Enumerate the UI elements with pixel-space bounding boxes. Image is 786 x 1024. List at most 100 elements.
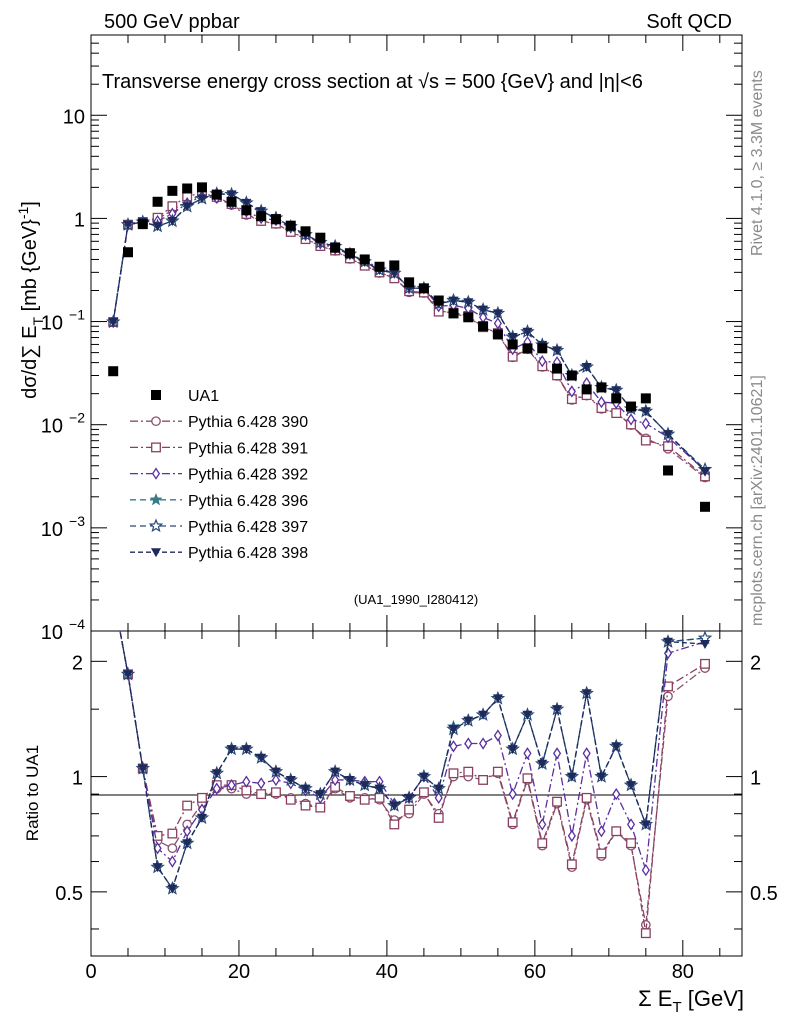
series-point xyxy=(552,346,563,356)
legend-label: Pythia 6.428 398 xyxy=(188,545,308,562)
ratio-point xyxy=(582,747,591,760)
data-point xyxy=(537,343,548,354)
ratio-point xyxy=(552,705,563,715)
legend-marker xyxy=(149,492,163,506)
ratio-point xyxy=(626,818,636,831)
ratio-point xyxy=(433,784,444,794)
series-point xyxy=(196,194,207,204)
ratio-point xyxy=(330,767,341,777)
ratio-point xyxy=(285,775,296,785)
ratio-tick-label: 2 xyxy=(72,652,83,674)
ratio-point xyxy=(493,729,502,742)
ratio-point xyxy=(478,775,489,785)
series-point xyxy=(611,408,622,419)
y-tick-label: 1 xyxy=(74,209,85,231)
ratio-point xyxy=(537,838,548,849)
ratio-point xyxy=(242,775,251,788)
x-tick-label: 0 xyxy=(85,961,96,983)
ratio-point xyxy=(663,637,674,647)
ratio-point xyxy=(433,812,444,823)
header-right-label: Soft QCD xyxy=(646,11,732,33)
legend-marker xyxy=(151,548,161,558)
ratio-point xyxy=(344,791,355,801)
ratio-point xyxy=(626,781,637,791)
ratio-point xyxy=(270,767,281,777)
ratio-point xyxy=(344,775,355,785)
ratio-point xyxy=(110,589,117,599)
ratio-axis-label: Ratio to UA1 xyxy=(23,745,42,841)
ratio-point xyxy=(640,928,651,939)
y-tick-label: 10 xyxy=(41,622,63,644)
data-point xyxy=(596,382,607,393)
ratio-point xyxy=(300,800,311,811)
y-tick-label: 10 xyxy=(63,106,85,128)
data-point xyxy=(626,401,637,412)
legend-label: Pythia 6.428 392 xyxy=(188,467,308,484)
ratio-point xyxy=(508,787,517,801)
x-tick-label: 20 xyxy=(228,961,250,983)
ratio-point xyxy=(479,737,488,750)
ratio-point xyxy=(507,817,518,828)
ratio-point xyxy=(211,769,222,779)
data-point xyxy=(507,339,518,350)
ratio-point xyxy=(182,800,193,811)
ratio-point xyxy=(464,737,473,750)
legend-marker xyxy=(151,467,161,480)
series-point xyxy=(626,413,636,426)
ratio-point xyxy=(137,764,148,774)
ratio-point xyxy=(641,863,650,877)
ratio-point xyxy=(596,848,607,859)
ratio-point xyxy=(226,745,237,755)
data-point xyxy=(344,248,355,259)
ratio-point xyxy=(256,789,267,800)
data-point xyxy=(359,254,370,265)
x-tick-label: 40 xyxy=(376,961,398,983)
data-point xyxy=(478,321,489,332)
series-point xyxy=(492,309,503,319)
data-point xyxy=(167,185,178,196)
ratio-point xyxy=(566,859,577,870)
ratio-point xyxy=(418,772,429,782)
ratio-point xyxy=(389,819,400,830)
series-point xyxy=(611,386,622,396)
main-plot-frame xyxy=(90,34,743,632)
x-tick-label: 60 xyxy=(524,961,546,983)
analysis-id-label: (UA1_1990_I280412) xyxy=(354,592,478,607)
ratio-point xyxy=(257,777,266,790)
series-point xyxy=(389,269,400,279)
ratio-plot-frame xyxy=(90,630,743,957)
ratio-point xyxy=(552,747,562,760)
ratio-point xyxy=(640,820,651,830)
ratio-point xyxy=(700,658,710,669)
series-point xyxy=(152,222,163,232)
series-point xyxy=(478,305,489,315)
series-point xyxy=(122,220,133,230)
series-point xyxy=(581,362,592,372)
data-point xyxy=(152,196,163,207)
ratio-plot-panel: 0.5 0.5 1 1 2 2 xyxy=(55,589,778,957)
series-point xyxy=(507,333,518,343)
ratio-point xyxy=(538,818,547,831)
data-point xyxy=(640,393,651,404)
series-line-2 xyxy=(112,192,706,477)
series-point xyxy=(640,435,651,446)
ratio-line-2 xyxy=(119,631,706,934)
series-line-1 xyxy=(112,193,706,479)
ratio-point xyxy=(168,855,177,868)
y-tick-exponent: −4 xyxy=(69,616,85,632)
ratio-point xyxy=(167,884,178,894)
data-point xyxy=(448,308,459,319)
data-point xyxy=(241,205,252,216)
data-point xyxy=(137,219,148,230)
ratio-point xyxy=(331,773,340,787)
ratio-point xyxy=(566,772,577,782)
data-point xyxy=(330,242,341,253)
ratio-point xyxy=(153,842,162,855)
y-axis-label: dσ/d∑ ET [mb {GeV}-1] xyxy=(15,201,46,399)
legend-label: Pythia 6.428 397 xyxy=(188,519,308,536)
ratio-point xyxy=(492,694,503,704)
ratio-tick-label-right: 1 xyxy=(750,768,761,790)
ratio-point xyxy=(315,802,326,813)
y-tick-label: 10 xyxy=(41,313,63,335)
ratio-point xyxy=(197,792,207,803)
